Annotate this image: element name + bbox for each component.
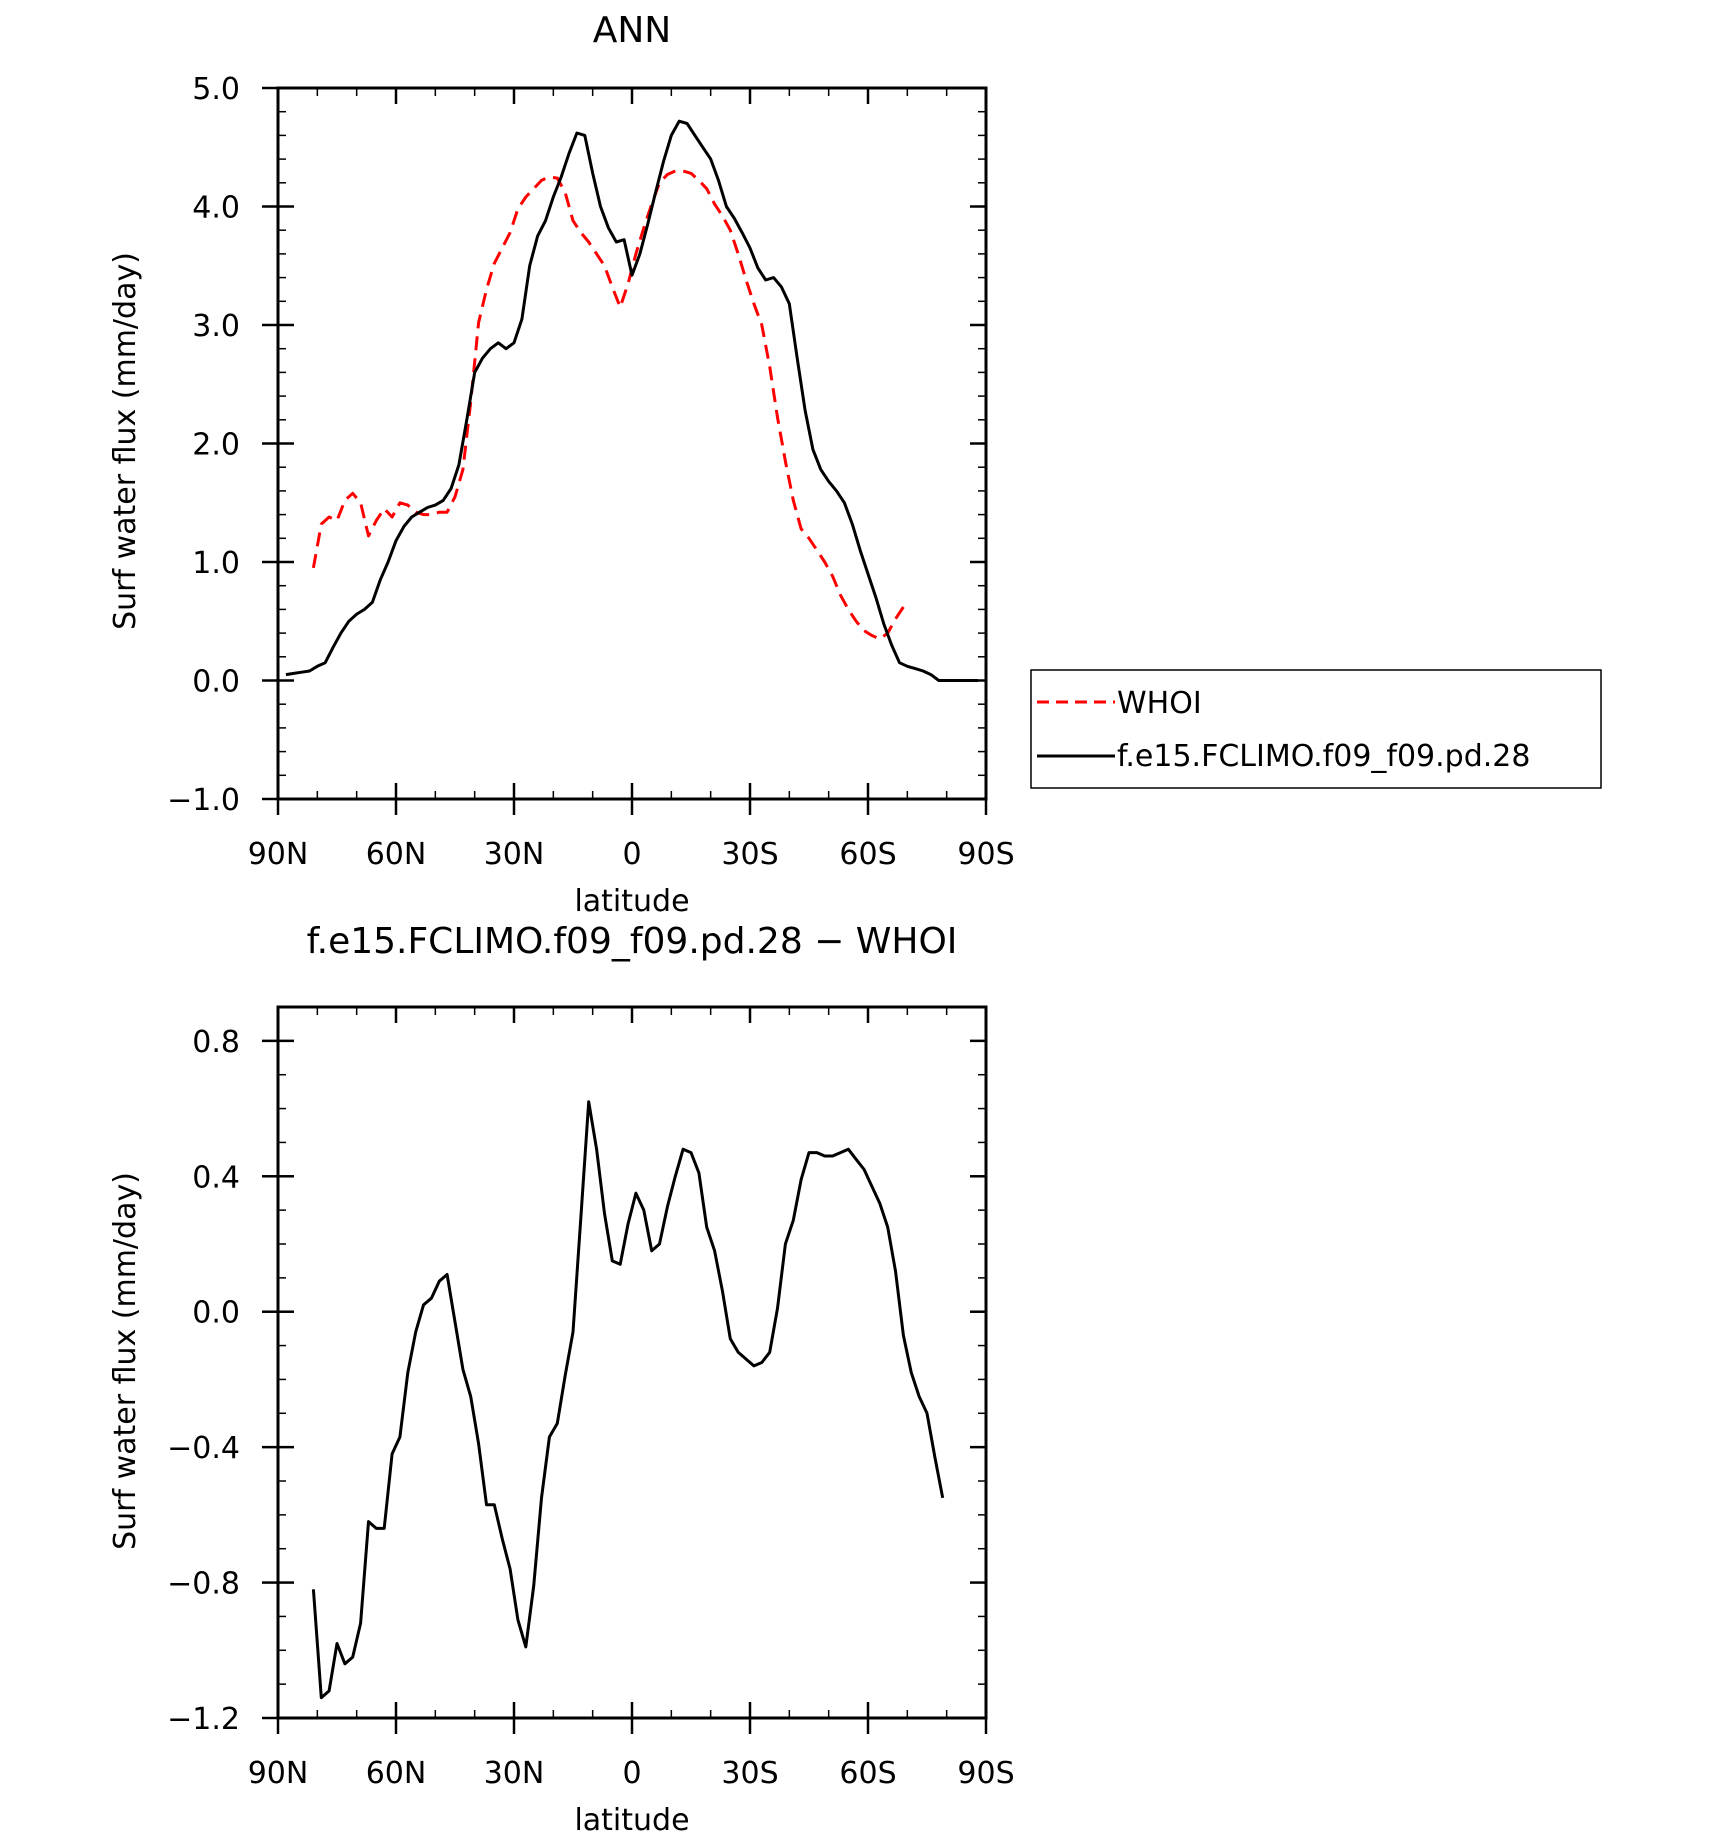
bottom-chart-series bbox=[311, 1100, 945, 1700]
legend-label-whoi: WHOI bbox=[1117, 686, 1202, 721]
legend-label-model: f.e15.FCLIMO.f09_f09.pd.28 bbox=[1117, 739, 1530, 774]
bottom-chart-title: f.e15.FCLIMO.f09_f09.pd.28 − WHOI bbox=[307, 921, 958, 962]
top-series-line-whoi bbox=[311, 169, 905, 641]
y-tick-label: −1.2 bbox=[167, 1702, 240, 1737]
x-tick-label: 90S bbox=[957, 837, 1014, 872]
top-chart: ANN Surf water flux (mm/day) latitude 5.… bbox=[108, 10, 1602, 919]
top-chart-series bbox=[285, 119, 979, 682]
y-tick-label: 0.0 bbox=[192, 1296, 240, 1331]
x-tick-label: 30N bbox=[484, 837, 545, 872]
bottom-chart-frame bbox=[276, 1005, 988, 1720]
y-tick-label: 0.4 bbox=[192, 1160, 240, 1195]
x-tick-label: 30S bbox=[721, 1756, 778, 1791]
x-tick-label: 60S bbox=[839, 1756, 896, 1791]
y-tick-label: 4.0 bbox=[192, 191, 240, 226]
top-series-line-f-e15-fclimo-f09-f09-pd-28 bbox=[285, 119, 979, 682]
x-tick-label: 0 bbox=[622, 837, 641, 872]
x-tick-label: 30N bbox=[484, 1756, 545, 1791]
y-tick-label: −0.4 bbox=[167, 1431, 240, 1466]
bottom-series-line-0 bbox=[311, 1100, 945, 1700]
x-tick-label: 90N bbox=[248, 1756, 309, 1791]
bottom-chart-xlabel: latitude bbox=[574, 1803, 689, 1833]
x-tick-label: 90S bbox=[957, 1756, 1014, 1791]
y-tick-label: −0.8 bbox=[167, 1567, 240, 1602]
top-chart-ticks bbox=[262, 86, 988, 815]
bottom-chart-ylabel: Surf water flux (mm/day) bbox=[108, 1172, 143, 1550]
bottom-chart: f.e15.FCLIMO.f09_f09.pd.28 − WHOI Surf w… bbox=[108, 921, 1015, 1833]
top-chart-xlabel: latitude bbox=[574, 884, 689, 919]
x-tick-label: 90N bbox=[248, 837, 309, 872]
y-tick-label: 5.0 bbox=[192, 72, 240, 107]
legend: WHOI f.e15.FCLIMO.f09_f09.pd.28 bbox=[1030, 669, 1602, 789]
y-tick-label: 0.8 bbox=[192, 1025, 240, 1060]
top-chart-title: ANN bbox=[593, 10, 672, 51]
y-tick-label: −1.0 bbox=[167, 783, 240, 818]
top-chart-ylabel: Surf water flux (mm/day) bbox=[108, 252, 143, 630]
y-tick-label: 1.0 bbox=[192, 546, 240, 581]
x-tick-label: 30S bbox=[721, 837, 778, 872]
x-tick-label: 60S bbox=[839, 837, 896, 872]
x-tick-label: 60N bbox=[366, 837, 427, 872]
x-tick-label: 0 bbox=[622, 1756, 641, 1791]
y-tick-label: 0.0 bbox=[192, 665, 240, 700]
legend-box bbox=[1030, 669, 1602, 789]
top-chart-frame bbox=[276, 86, 988, 801]
y-tick-label: 2.0 bbox=[192, 428, 240, 463]
bottom-chart-ticks bbox=[262, 1006, 988, 1734]
y-tick-label: 3.0 bbox=[192, 309, 240, 344]
x-tick-label: 60N bbox=[366, 1756, 427, 1791]
